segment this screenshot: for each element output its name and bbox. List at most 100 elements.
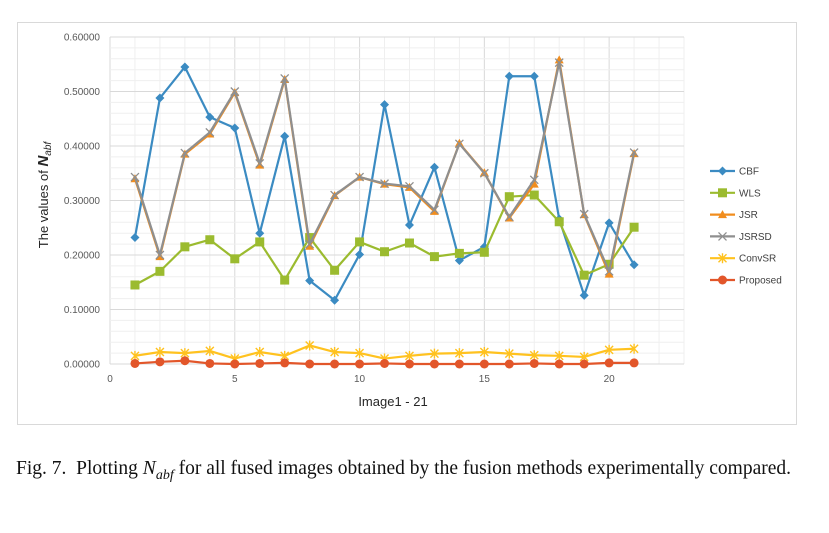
data-point-marker xyxy=(130,172,140,182)
series-convsr xyxy=(130,340,639,364)
data-point-marker xyxy=(355,249,365,259)
data-point-marker xyxy=(404,359,414,369)
data-point-marker xyxy=(205,358,215,368)
data-point-marker xyxy=(380,179,389,189)
data-point-marker xyxy=(579,359,589,369)
data-point-marker xyxy=(404,238,414,248)
legend-marker-icon xyxy=(718,210,727,219)
data-point-marker xyxy=(255,228,265,238)
data-point-marker xyxy=(280,73,290,83)
data-point-marker xyxy=(504,348,514,359)
data-point-marker xyxy=(504,192,514,202)
data-point-marker xyxy=(604,259,614,269)
data-point-marker xyxy=(554,58,564,68)
y-tick-label: 0.60000 xyxy=(64,33,101,44)
series-cbf xyxy=(130,62,639,305)
data-point-marker xyxy=(205,235,215,245)
data-point-marker xyxy=(330,190,340,200)
data-point-marker xyxy=(355,237,365,247)
legend-marker-icon xyxy=(718,188,727,198)
data-point-marker xyxy=(305,276,315,286)
caption-text-before: Plotting xyxy=(76,458,143,479)
data-point-marker xyxy=(355,348,365,359)
data-point-marker xyxy=(554,55,564,64)
data-point-marker xyxy=(604,344,614,355)
data-point-marker xyxy=(305,359,315,369)
legend: CBF WLS JSR JSRSD ConvSR Proposed xyxy=(710,166,782,287)
data-point-marker xyxy=(579,270,589,280)
legend-item-jsr: JSR xyxy=(710,210,758,221)
data-point-marker xyxy=(155,250,165,260)
y-tick-label: 0.10000 xyxy=(64,305,101,316)
data-point-marker xyxy=(330,265,340,275)
legend-item-wls: WLS xyxy=(710,188,761,199)
data-point-marker xyxy=(380,358,390,368)
data-point-marker xyxy=(604,269,614,278)
data-point-marker xyxy=(255,358,265,368)
data-point-marker xyxy=(180,148,190,158)
x-axis-title: Image1 - 21 xyxy=(358,394,427,409)
data-point-marker xyxy=(180,242,190,252)
data-point-marker xyxy=(155,93,165,103)
y-axis-title-main: The values of xyxy=(36,167,51,249)
data-point-marker xyxy=(255,347,265,358)
data-point-marker xyxy=(330,347,340,358)
data-point-marker xyxy=(454,348,464,359)
x-tick-label: 15 xyxy=(479,374,491,385)
data-point-marker xyxy=(629,260,639,270)
data-point-marker xyxy=(454,255,464,265)
data-point-marker xyxy=(205,127,215,137)
caption-symbol: N xyxy=(142,458,156,479)
data-point-marker xyxy=(454,139,464,149)
legend-label: JSR xyxy=(739,210,758,221)
data-point-marker xyxy=(330,359,340,369)
legend-label: ConvSR xyxy=(739,254,776,265)
data-point-marker xyxy=(629,222,639,232)
legend-label: WLS xyxy=(739,188,761,199)
legend-marker-icon xyxy=(718,253,727,264)
y-axis-title: The values of Nabf xyxy=(35,141,54,249)
data-point-marker xyxy=(155,347,165,358)
series-proposed xyxy=(130,356,639,369)
data-point-marker xyxy=(205,112,215,122)
data-point-marker xyxy=(604,358,614,368)
x-tick-label: 20 xyxy=(604,374,616,385)
data-point-marker xyxy=(280,131,290,141)
data-point-marker xyxy=(130,280,140,290)
data-point-marker xyxy=(405,181,414,191)
data-point-marker xyxy=(130,358,140,368)
caption-text-after: for all fused images obtained by the fus… xyxy=(173,458,792,479)
data-point-marker xyxy=(529,358,539,368)
data-point-marker xyxy=(404,350,414,361)
legend-label: Proposed xyxy=(739,276,782,287)
data-point-marker xyxy=(230,87,240,96)
data-point-marker xyxy=(205,345,215,356)
legend-item-convsr: ConvSR xyxy=(710,253,776,265)
legend-label: CBF xyxy=(739,167,759,178)
y-tick-label: 0.50000 xyxy=(64,87,101,98)
data-point-marker xyxy=(380,100,390,110)
x-tick-label: 5 xyxy=(232,374,238,385)
y-tick-label: 0.30000 xyxy=(64,196,101,207)
data-point-marker xyxy=(529,175,539,185)
x-tick-label: 0 xyxy=(107,374,113,385)
legend-item-proposed: Proposed xyxy=(710,275,782,287)
y-tick-label: 0.40000 xyxy=(64,142,101,153)
data-point-marker xyxy=(504,71,514,81)
data-point-marker xyxy=(305,241,315,250)
data-point-marker xyxy=(579,290,589,300)
data-point-marker xyxy=(629,148,639,157)
data-point-marker xyxy=(130,233,140,243)
data-point-marker xyxy=(180,356,190,366)
data-point-marker xyxy=(255,237,265,247)
data-point-marker xyxy=(355,359,365,369)
data-point-marker xyxy=(554,217,564,227)
y-tick-label: 0.00000 xyxy=(64,360,101,371)
data-point-marker xyxy=(155,266,165,276)
data-point-marker xyxy=(554,359,564,369)
legend-marker-icon xyxy=(718,166,727,176)
data-point-marker xyxy=(479,359,489,369)
data-point-marker xyxy=(230,359,240,369)
y-axis-title-symbol: N xyxy=(35,155,52,167)
y-tick-label: 0.20000 xyxy=(64,251,101,262)
